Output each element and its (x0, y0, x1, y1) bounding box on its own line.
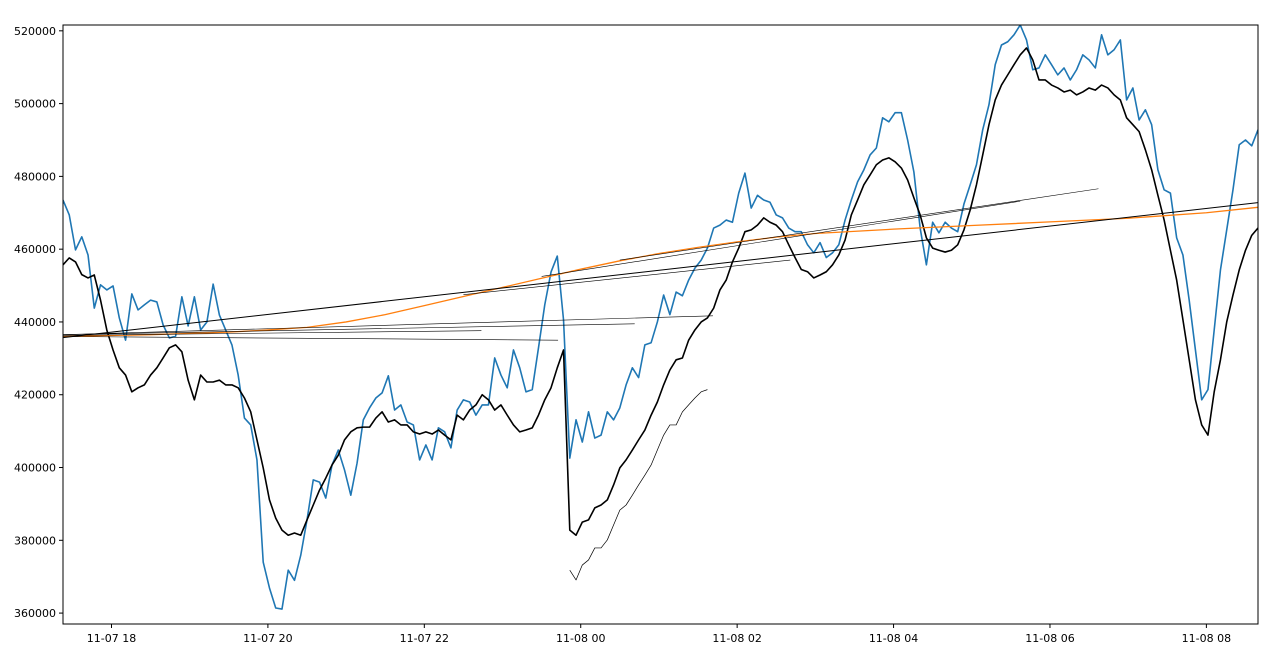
series-line (63, 323, 635, 335)
series-line (463, 259, 791, 295)
series-line (619, 188, 1099, 261)
series-line (569, 389, 708, 581)
x-tick-label: 11-08 04 (869, 632, 918, 645)
series-line (63, 47, 1258, 537)
x-tick-label: 11-08 02 (712, 632, 761, 645)
y-tick-label: 400000 (14, 462, 56, 475)
x-tick-label: 11-07 20 (243, 632, 292, 645)
x-tick-label: 11-08 06 (1025, 632, 1074, 645)
y-tick-label: 460000 (14, 243, 56, 256)
y-tick-label: 420000 (14, 389, 56, 402)
series-line (63, 336, 559, 341)
plot-area (63, 25, 1258, 610)
x-tick-label: 11-08 08 (1182, 632, 1231, 645)
y-tick-label: 480000 (14, 170, 56, 183)
series-line (63, 25, 1258, 610)
series-line (63, 315, 713, 335)
y-tick-label: 440000 (14, 316, 56, 329)
series-line (63, 202, 1258, 339)
axes-frame (62, 24, 1259, 625)
x-tick-label: 11-07 18 (87, 632, 136, 645)
x-tick-label: 11-08 00 (556, 632, 605, 645)
y-tick-label: 380000 (14, 534, 56, 547)
series-line (63, 330, 482, 336)
y-tick-label: 360000 (14, 607, 56, 620)
x-tick-label: 11-07 22 (400, 632, 449, 645)
series-line (541, 200, 1021, 277)
y-tick-label: 520000 (14, 25, 56, 38)
y-tick-label: 500000 (14, 98, 56, 111)
